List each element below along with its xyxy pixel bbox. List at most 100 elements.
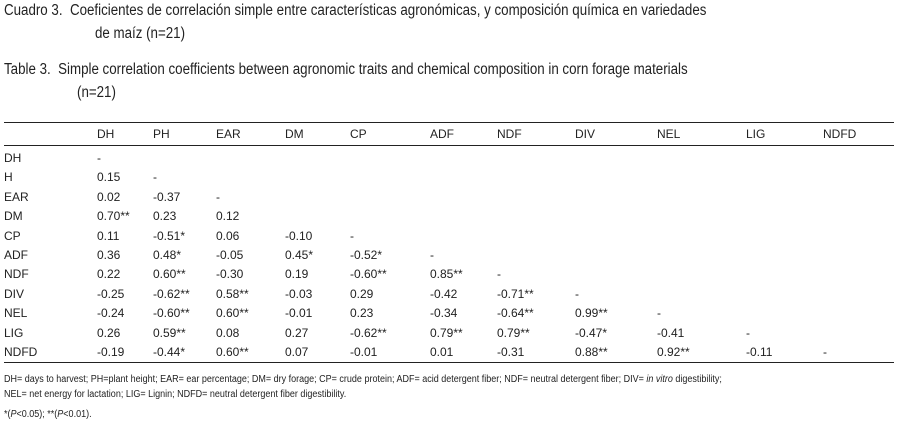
caption-text: Simple correlation coefficients between … xyxy=(58,61,688,78)
table-cell: -0.19 xyxy=(97,345,125,359)
footnote: *(P<0.05); **(P<0.01). xyxy=(4,409,92,420)
table-cell: - xyxy=(497,267,501,282)
table-cell: 0.79** xyxy=(497,325,530,340)
caption-text: (n=21) xyxy=(77,84,116,101)
table-cell: 0.58** xyxy=(216,286,249,301)
column-header: PH xyxy=(153,127,170,141)
column-header: ADF xyxy=(430,127,454,141)
row-label: DIV xyxy=(4,286,25,301)
table-cell: 0.01 xyxy=(430,345,454,359)
footnote-text: digestibility; xyxy=(675,374,722,385)
table-cell: -0.30 xyxy=(216,267,244,282)
table-cell: -0.71** xyxy=(497,286,534,301)
table-cell: 0.79** xyxy=(430,325,463,340)
table-cell: 0.23 xyxy=(153,209,177,224)
table-cell: 0.02 xyxy=(97,189,121,204)
column-header: LIG xyxy=(746,127,766,141)
row-label: NEL xyxy=(4,306,28,321)
table-cell: -0.05 xyxy=(216,248,244,262)
row-label: H xyxy=(4,170,13,185)
table-cell: -0.62** xyxy=(153,286,190,301)
table-cell: -0.01 xyxy=(285,306,313,321)
table-cell: 0.23 xyxy=(350,306,374,321)
row-label: NDFD xyxy=(4,345,38,359)
table-cell: 0.19 xyxy=(285,267,309,282)
footnote-text: in vitro xyxy=(646,374,673,385)
table-cell: -0.25 xyxy=(97,286,125,301)
table-cell: 0.27 xyxy=(285,325,309,340)
table-cell: 0.88** xyxy=(575,345,608,359)
table-cell: -0.01 xyxy=(350,345,378,359)
table-rule xyxy=(4,122,894,123)
table-cell: -0.34 xyxy=(430,306,458,321)
table-cell: -0.10 xyxy=(285,228,313,243)
table-cell: 0.99** xyxy=(575,306,608,321)
column-header: CP xyxy=(350,127,367,141)
table-cell: -0.42 xyxy=(430,286,458,301)
column-header: NDF xyxy=(497,127,522,141)
table-cell: 0.45* xyxy=(285,248,314,262)
table-rule xyxy=(4,362,894,363)
caption-text: Coeficientes de correlación simple entre… xyxy=(69,2,707,19)
table-cell: 0.15 xyxy=(97,170,121,185)
table-cell: -0.37 xyxy=(153,189,181,204)
footnote-text: *( xyxy=(4,409,11,420)
table-cell: 0.22 xyxy=(97,267,121,282)
footnote-text: P xyxy=(10,409,17,420)
row-label: CP xyxy=(4,228,21,243)
table-cell: 0.59** xyxy=(153,325,186,340)
table-cell: 0.36 xyxy=(97,248,121,262)
table-cell: 0.60** xyxy=(216,306,249,321)
table-cell: - xyxy=(657,306,661,321)
table-cell: -0.44* xyxy=(153,345,186,359)
caption-en: Table 3. Simple correlation coefficients… xyxy=(4,61,688,79)
table-cell: -0.60** xyxy=(153,306,190,321)
row-label: EAR xyxy=(4,189,29,204)
table-cell: 0.70** xyxy=(97,209,130,224)
footnote-text: P xyxy=(57,409,64,420)
caption-text: de maíz (n=21) xyxy=(95,25,186,42)
table-cell: -0.47* xyxy=(575,325,608,340)
column-header: DH xyxy=(97,127,115,141)
table-cell: 0.85** xyxy=(430,267,463,282)
table-cell: - xyxy=(97,151,101,165)
row-label: LIG xyxy=(4,325,24,340)
table-cell: - xyxy=(575,286,579,301)
table-rule xyxy=(4,145,894,146)
column-header: NDFD xyxy=(823,127,857,141)
caption-label: Table 3. xyxy=(4,61,51,78)
row-label: DM xyxy=(4,209,23,224)
column-header: EAR xyxy=(216,127,241,141)
footnote-text: <0.01). xyxy=(63,409,92,420)
table-cell: -0.64** xyxy=(497,306,534,321)
row-label: DH xyxy=(4,151,22,165)
table-cell: -0.62** xyxy=(350,325,387,340)
row-label: ADF xyxy=(4,248,28,262)
table-cell: - xyxy=(350,228,354,243)
table-cell: - xyxy=(823,345,827,359)
table-cell: - xyxy=(153,170,157,185)
table-cell: -0.41 xyxy=(657,325,685,340)
table-cell: 0.60** xyxy=(153,267,186,282)
table-cell: 0.26 xyxy=(97,325,121,340)
table-cell: 0.11 xyxy=(97,228,120,243)
footnote: NEL= net energy for lactation; LIG= Lign… xyxy=(4,389,347,400)
table-cell: - xyxy=(746,325,750,340)
table-cell: - xyxy=(216,189,220,204)
table-cell: 0.48* xyxy=(153,248,182,262)
table-cell: 0.07 xyxy=(285,345,309,359)
table-cell: 0.92** xyxy=(657,345,690,359)
table-cell: -0.31 xyxy=(497,345,525,359)
table-cell: 0.29 xyxy=(350,286,374,301)
row-label: NDF xyxy=(4,267,29,282)
table-cell: -0.52* xyxy=(350,248,383,262)
caption-es: Cuadro 3. Coeficientes de correlación si… xyxy=(4,2,706,20)
footnote-text: DH= days to harvest; PH=plant height; EA… xyxy=(4,374,644,385)
column-header: DIV xyxy=(575,127,596,141)
table-cell: -0.03 xyxy=(285,286,313,301)
table-cell: 0.60** xyxy=(216,345,249,359)
caption-label: Cuadro 3. xyxy=(4,2,63,19)
table-cell: -0.60** xyxy=(350,267,387,282)
column-header: DM xyxy=(285,127,304,141)
